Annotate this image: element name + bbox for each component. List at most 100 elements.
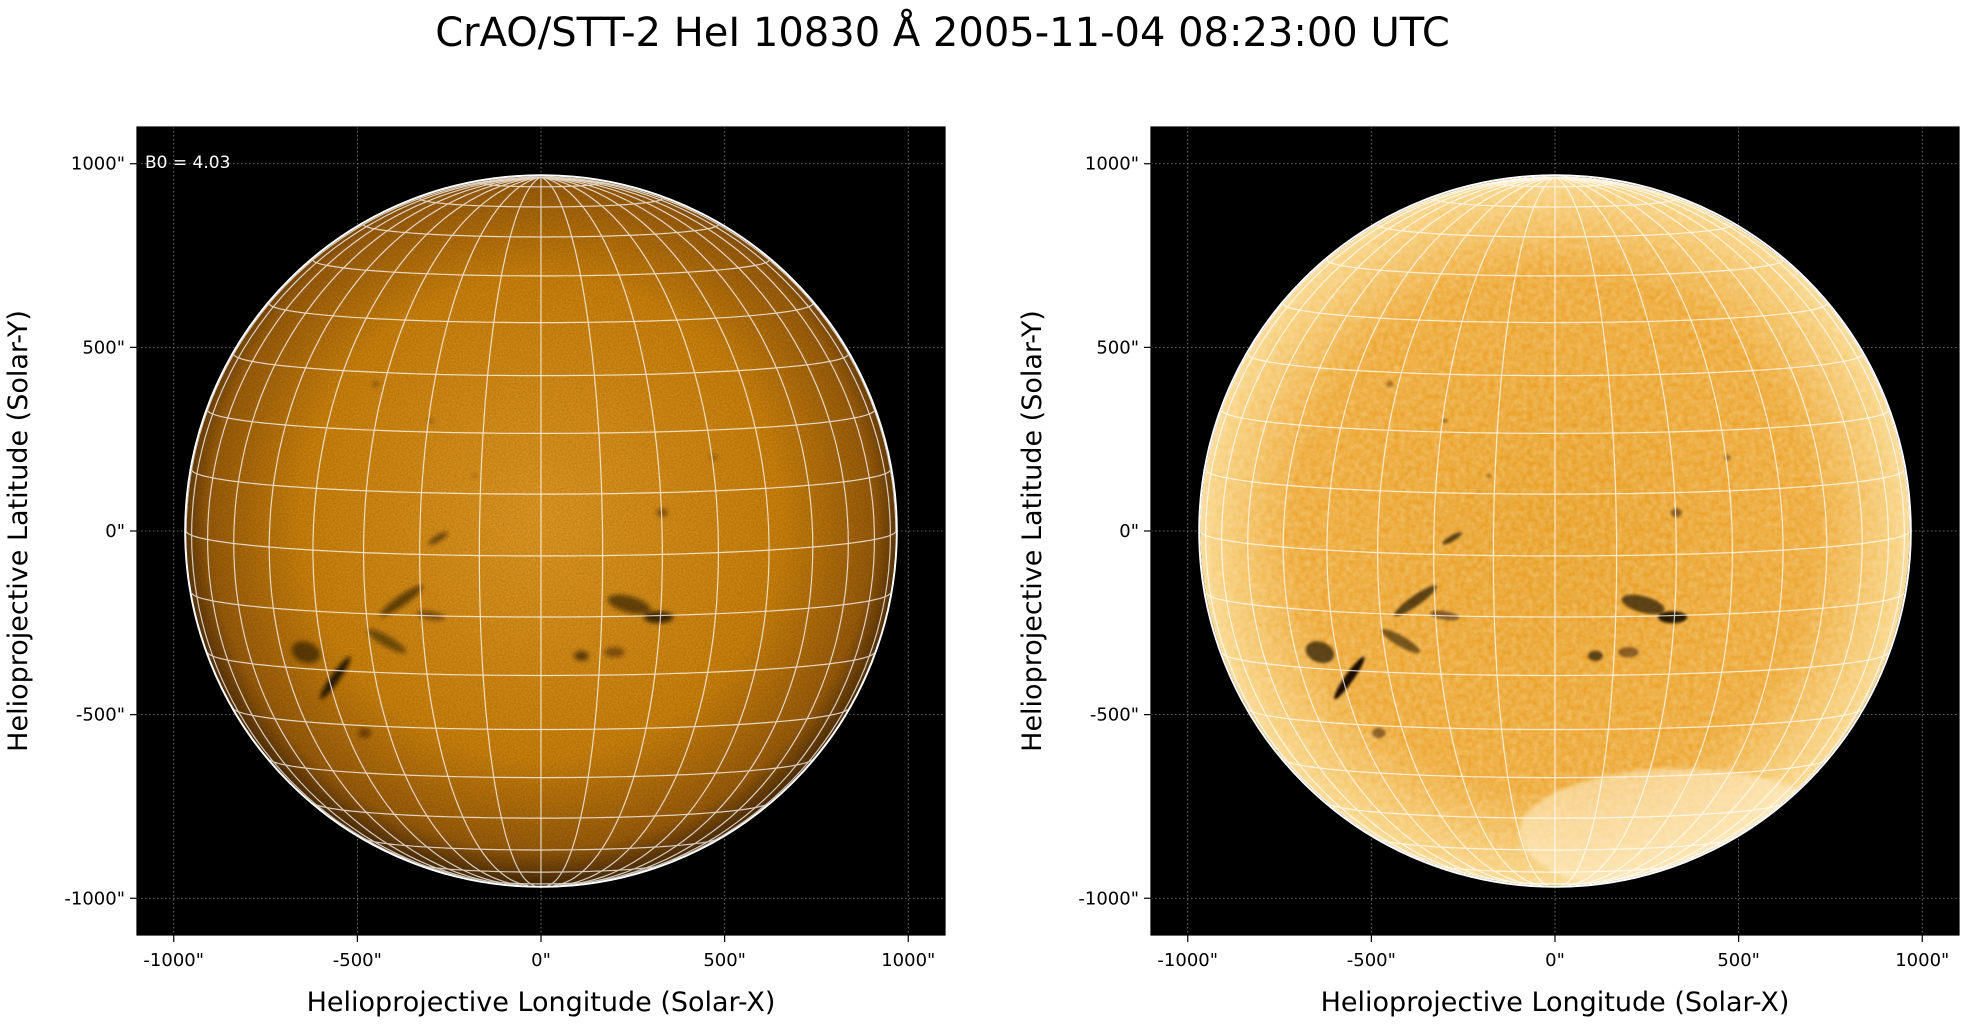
parallel-line <box>186 530 896 557</box>
parallel-line <box>1205 469 1905 495</box>
meridian-line <box>1554 176 1828 885</box>
parallel-line <box>1492 182 1618 188</box>
meridian-line <box>1554 176 1863 884</box>
meridian-line <box>540 176 770 886</box>
y-tick-label: 0" <box>105 521 125 542</box>
parallel-line <box>312 259 770 277</box>
filament <box>380 585 423 617</box>
solar-limb <box>1198 174 1912 888</box>
y-tick-label: 1000" <box>71 154 125 175</box>
filament <box>1394 585 1437 617</box>
panel-right: -1000" -500" 0" 500" 1000" 1000" 500" 0" -500" -1… <box>1017 126 1960 1018</box>
y-tick-label: 1000" <box>1085 154 1139 175</box>
meridian-line <box>1376 176 1556 886</box>
x-tick-label: -1000" <box>1157 950 1218 971</box>
meridian-line <box>1433 176 1556 886</box>
panel-left: -1000" -500" 0" 500" 1000" 1000" 500" 0" -500" -1… <box>3 126 946 1018</box>
parallel-line <box>1247 353 1863 377</box>
parallel-line <box>268 303 814 324</box>
x-tick-label: 1000" <box>881 950 935 971</box>
filament <box>428 532 448 545</box>
meridian-line <box>1282 176 1556 885</box>
parallel-line <box>1327 803 1783 819</box>
parallel-line <box>422 864 660 873</box>
meridian-line <box>1492 176 1556 886</box>
y-tick-label: 0" <box>1119 521 1139 542</box>
x-tick-label: 0" <box>531 950 551 971</box>
x-tick-label: -500" <box>1347 950 1396 971</box>
y-tick-label: 500" <box>82 337 125 358</box>
x-tick-label: -1000" <box>143 950 204 971</box>
dark-features <box>1305 381 1732 739</box>
parallel-line <box>363 224 719 238</box>
filament <box>372 381 380 388</box>
solar-disk-image <box>186 176 896 886</box>
x-tick-label: 500" <box>703 950 746 971</box>
filament <box>1486 474 1492 478</box>
parallel-line <box>1326 259 1784 277</box>
b0-annotation: B0 = 4.03 <box>145 153 230 173</box>
parallel-line <box>419 198 663 208</box>
filament <box>656 508 668 518</box>
x-tick-label: -500" <box>333 950 382 971</box>
dark-features <box>291 381 718 739</box>
x-tick-label: 0" <box>1545 950 1565 971</box>
parallel-line <box>365 838 717 851</box>
y-tick-label: -500" <box>76 705 125 726</box>
meridian-line <box>362 176 542 886</box>
x-axis-label: Helioprojective Longitude (Solar-X) <box>1321 987 1790 1018</box>
y-tick-label: -1000" <box>1078 888 1139 909</box>
filament <box>574 650 589 662</box>
filament <box>709 454 718 461</box>
meridian-line <box>1554 176 1906 862</box>
filament <box>291 641 321 664</box>
filament <box>1305 641 1335 664</box>
parallel-line <box>191 469 891 495</box>
parallel-line <box>1282 303 1828 324</box>
meridian-line <box>1554 176 1677 886</box>
figure-title: CrAO/STT-2 HeI 10830 Å 2005-11-04 08:23:… <box>435 10 1450 56</box>
meridian-line <box>1554 176 1734 886</box>
filament <box>1386 381 1394 388</box>
filament <box>1621 594 1665 615</box>
parallel-line <box>234 709 848 731</box>
meridian-line <box>312 176 542 886</box>
y-axis-label: Helioprojective Latitude (Solar-Y) <box>3 310 34 752</box>
parallel-line <box>191 592 891 618</box>
parallel-line <box>478 182 604 188</box>
parallel-line <box>1221 652 1889 677</box>
parallel-line <box>484 880 598 885</box>
parallel-line <box>233 353 849 377</box>
filament <box>1441 418 1448 424</box>
meridian-line <box>540 176 896 532</box>
filament <box>1334 656 1365 700</box>
meridian-line <box>540 176 720 886</box>
filament <box>472 474 478 478</box>
parallel-line <box>1283 759 1827 779</box>
parallel-line <box>313 803 769 819</box>
parallel-line <box>1433 198 1677 208</box>
filament <box>367 629 407 654</box>
meridian-line <box>1204 176 1556 862</box>
x-tick-label: 500" <box>1717 950 1760 971</box>
filament <box>607 594 651 615</box>
filament <box>1723 454 1732 461</box>
meridian-line <box>478 176 542 886</box>
filament <box>320 656 351 700</box>
meridian-line <box>1326 176 1556 886</box>
meridian-line <box>190 176 542 862</box>
parallel-line <box>1248 709 1862 731</box>
meridian-line <box>1247 176 1556 884</box>
meridian-line <box>540 176 892 862</box>
meridian-line <box>186 176 542 532</box>
meridian-line <box>1554 176 1618 886</box>
parallel-line <box>1379 838 1731 851</box>
y-tick-label: -500" <box>1090 705 1139 726</box>
meridian-line <box>540 176 663 886</box>
solar-limb <box>184 174 898 888</box>
heliographic-grid <box>186 176 896 886</box>
meridian-line <box>540 176 604 886</box>
filament <box>358 727 372 739</box>
filament <box>1588 650 1603 662</box>
parallel-line <box>1436 864 1674 873</box>
